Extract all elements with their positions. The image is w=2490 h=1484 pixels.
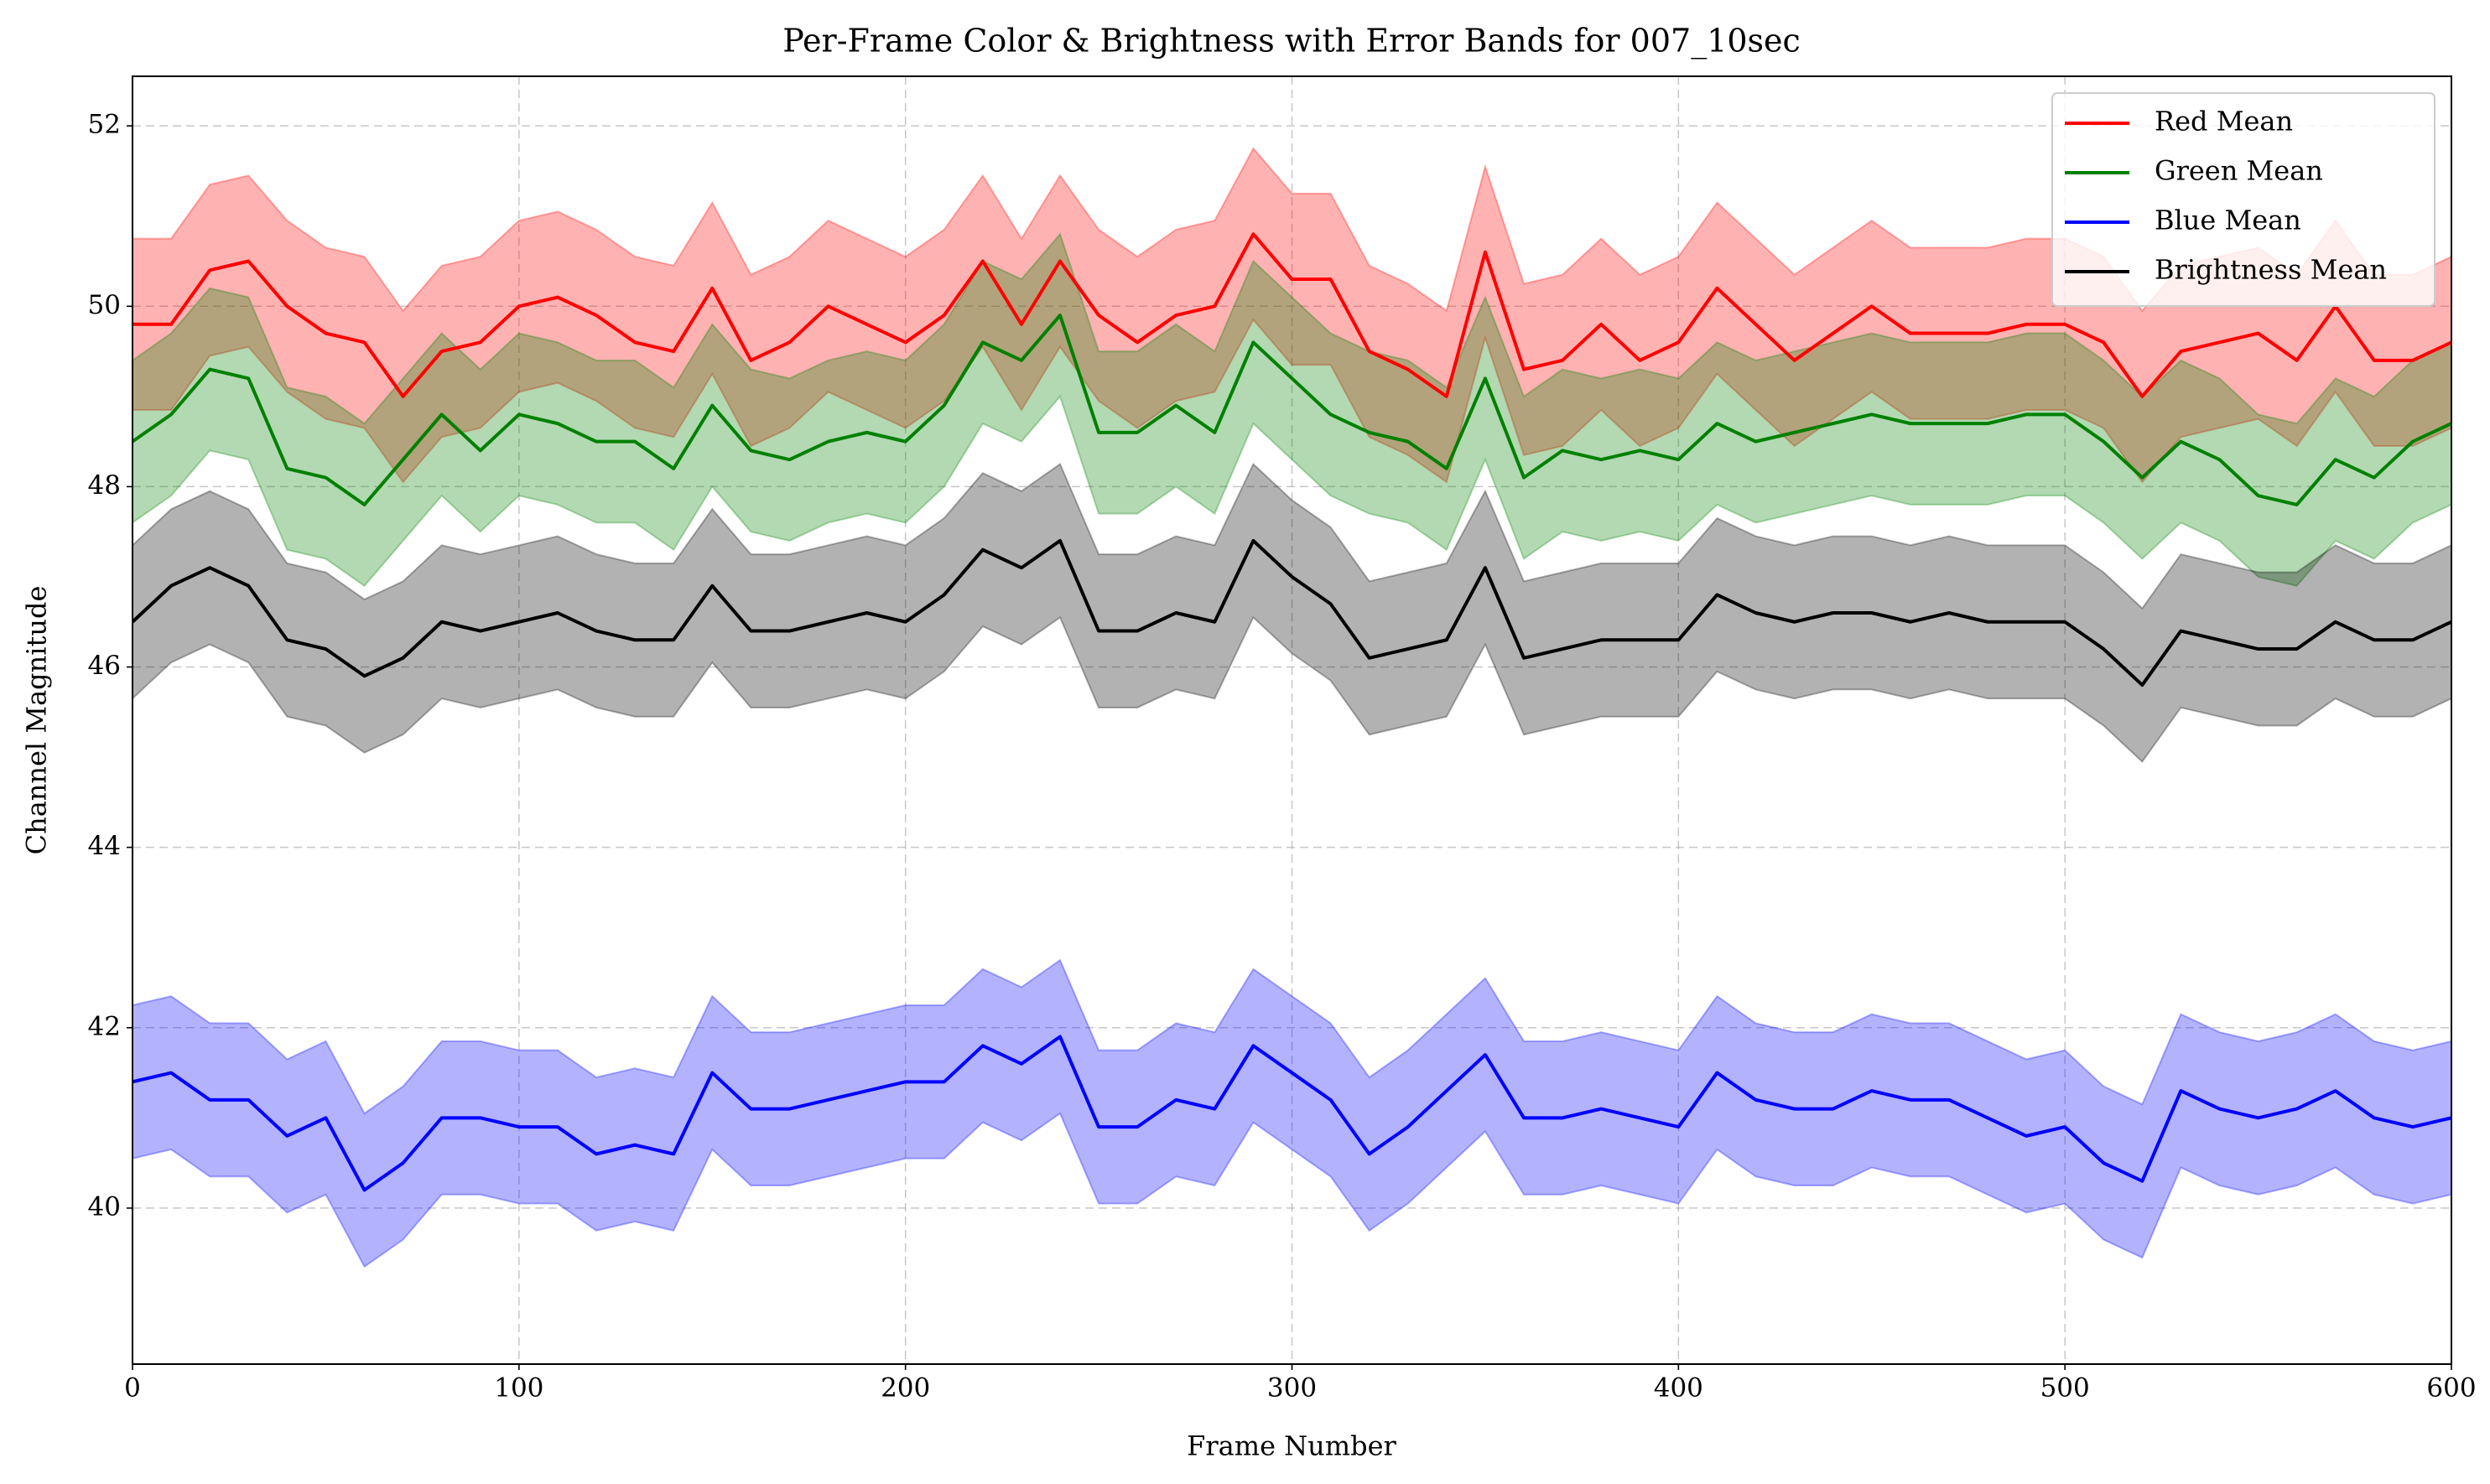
legend-label: Red Mean: [2155, 106, 2293, 138]
x-tick-label: 400: [1654, 1373, 1703, 1404]
series-line: [133, 232, 2451, 398]
legend-label: Brightness Mean: [2155, 254, 2387, 286]
series-line: [133, 314, 2451, 506]
y-axis-label: Channel Magnitude: [21, 586, 53, 855]
error-band: [133, 232, 2451, 588]
error-band: [133, 462, 2451, 763]
y-tick-label: 48: [88, 470, 121, 501]
plot-frame: [132, 75, 2452, 1365]
x-tick-label: 300: [1267, 1373, 1317, 1404]
x-tick-label: 500: [2040, 1373, 2090, 1404]
legend-label: Blue Mean: [2155, 205, 2301, 236]
error-band: [133, 958, 2451, 1269]
x-axis-label: Frame Number: [1187, 1430, 1396, 1462]
legend-label: Green Mean: [2155, 155, 2323, 187]
y-tick-label: 50: [88, 290, 121, 320]
legend-box: [2051, 92, 2435, 307]
error-band: [133, 147, 2451, 484]
y-tick-label: 52: [88, 110, 121, 140]
x-tick-label: 100: [494, 1373, 543, 1404]
series-line: [133, 538, 2451, 688]
chart-title: Per-Frame Color & Brightness with Error …: [782, 23, 1801, 60]
x-tick-label: 600: [2426, 1373, 2476, 1404]
series-line: [133, 1035, 2451, 1192]
y-tick-label: 40: [88, 1191, 121, 1222]
y-tick-label: 46: [88, 651, 121, 681]
plot-area: [133, 147, 2451, 1269]
x-tick-label: 200: [881, 1373, 930, 1404]
x-tick-label: 0: [124, 1373, 141, 1404]
y-tick-label: 42: [88, 1011, 121, 1041]
y-tick-label: 44: [88, 831, 121, 861]
